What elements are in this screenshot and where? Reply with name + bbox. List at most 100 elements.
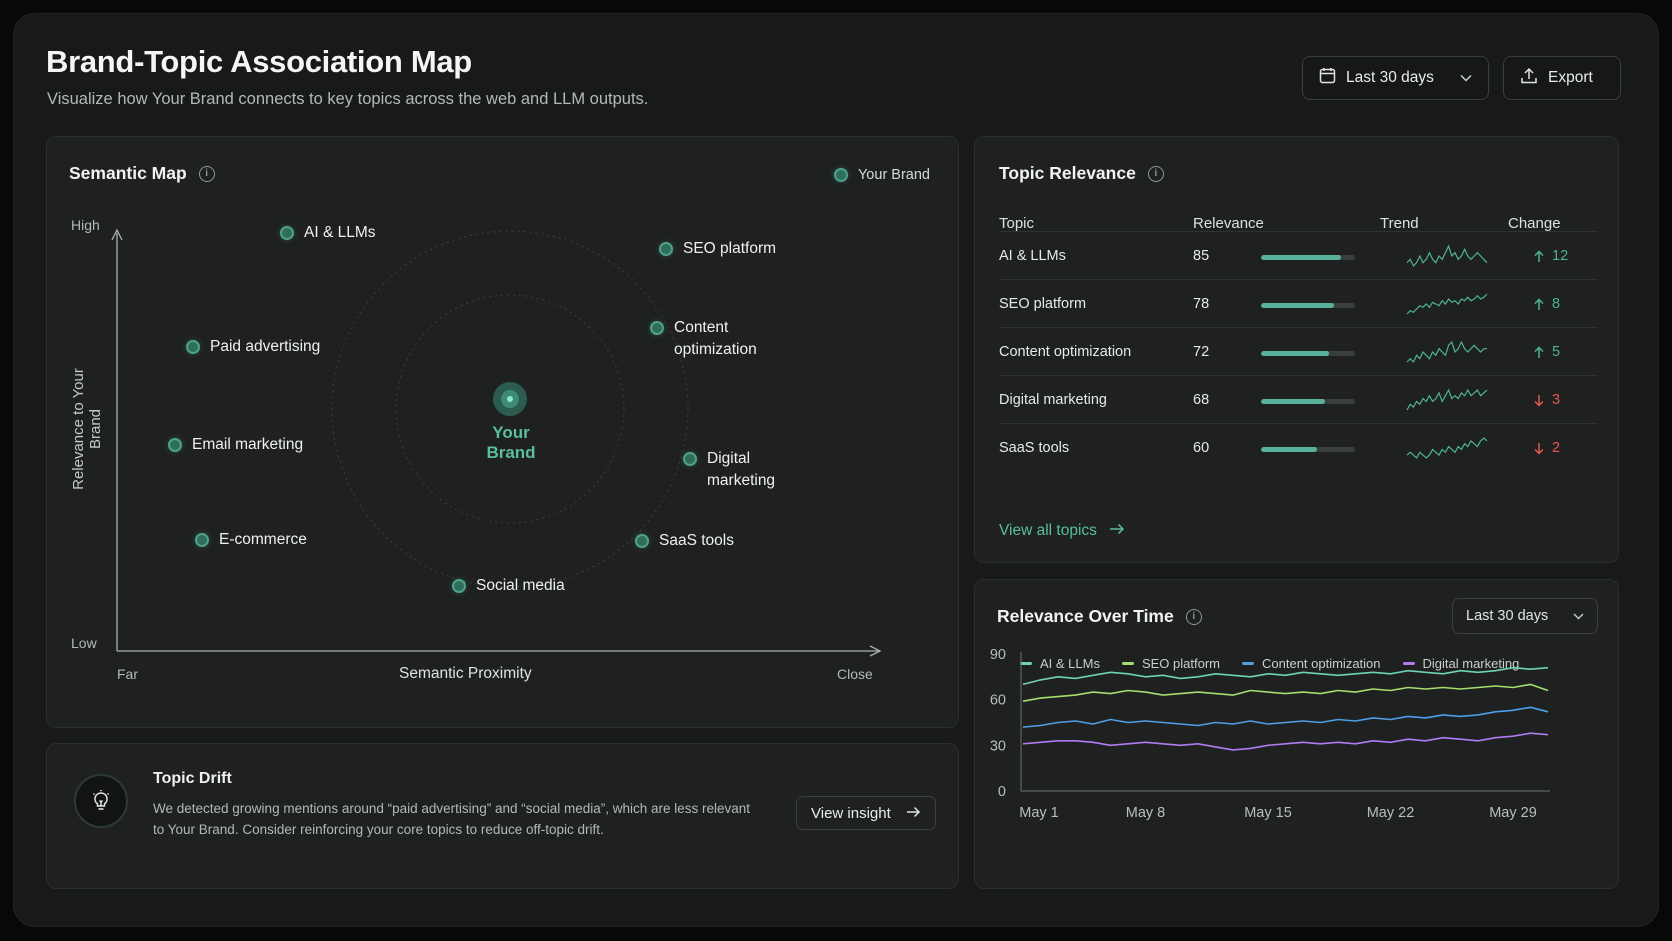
info-icon[interactable]: i: [1147, 165, 1164, 182]
change-number: 2: [1552, 440, 1561, 456]
column-header-topic: Topic: [999, 215, 1035, 232]
topic-drift-title: Topic Drift: [153, 770, 232, 787]
series-label: AI & LLMs: [1040, 656, 1100, 671]
series-legend-item: Digital marketing: [1402, 656, 1519, 671]
y-axis-low: Low: [71, 635, 97, 651]
topic-name: SEO platform: [999, 296, 1087, 312]
table-row[interactable]: Digital marketing 68 3: [999, 375, 1598, 426]
arrow-up-icon: [1534, 345, 1544, 359]
topic-relevance-title: Topic Relevance: [999, 163, 1136, 183]
relevance-bar-fill: [1261, 303, 1335, 308]
export-label: Export: [1548, 69, 1593, 86]
topic-node-dot: [168, 438, 182, 452]
semantic-map-canvas: [111, 228, 882, 657]
topic-node-dot: [683, 452, 697, 466]
topic-node-label: Paid advertising: [210, 338, 321, 355]
series-swatch: [1020, 662, 1032, 665]
export-button[interactable]: Export: [1503, 56, 1621, 100]
arrow-up-icon: [1534, 297, 1544, 311]
relevance-over-time-title: Relevance Over Time: [997, 606, 1174, 626]
topic-node-email-marketing[interactable]: Email marketing: [168, 434, 303, 456]
series-legend-item: Content optimization: [1242, 656, 1381, 671]
topic-node-e-commerce[interactable]: E-commerce: [195, 529, 307, 551]
topic-drift-card: Topic Drift We detected growing mentions…: [46, 743, 959, 889]
change-value: 8: [1534, 296, 1560, 312]
series-swatch: [1121, 662, 1134, 665]
x-axis-far: Far: [117, 666, 138, 682]
series-legend-item: SEO platform: [1121, 656, 1220, 671]
change-value: 5: [1534, 344, 1560, 360]
x-tick-label: May 8: [1126, 805, 1166, 821]
trend-sparkline: [1406, 293, 1488, 315]
topic-node-label: SEO platform: [683, 240, 777, 257]
arrow-down-icon: [1534, 394, 1544, 407]
topic-node-social-media[interactable]: Social media: [452, 575, 565, 597]
topic-name: Content optimization: [999, 344, 1132, 360]
lightbulb-icon: [74, 774, 128, 828]
sparkline-path: [1406, 437, 1488, 459]
view-insight-button[interactable]: View insight: [796, 796, 936, 830]
sparkline-path: [1406, 293, 1488, 315]
relevance-bar: [1261, 255, 1355, 260]
trend-sparkline: [1406, 388, 1488, 411]
topic-node-paid-advertising[interactable]: Paid advertising: [186, 336, 320, 358]
series-line: [1022, 683, 1549, 702]
table-row[interactable]: AI & LLMs 85 12: [999, 231, 1598, 282]
semantic-map-legend: Your Brand: [833, 167, 930, 183]
semantic-map-card: Semantic Map i Your Brand Your Brand Hig…: [46, 136, 959, 728]
series-swatch: [1242, 662, 1254, 665]
table-row[interactable]: SaaS tools 60 2: [999, 423, 1598, 474]
relevance-score: 72: [1193, 344, 1210, 360]
chevron-down-icon: [1573, 608, 1584, 624]
x-axis-title: Semantic Proximity: [399, 665, 532, 682]
arrow-right-icon: [1109, 522, 1125, 540]
x-axis-close: Close: [837, 666, 873, 682]
relevance-over-time-header: Relevance Over Time i: [997, 606, 1202, 627]
table-row[interactable]: SEO platform 78 8: [999, 279, 1598, 330]
semantic-map-title: Semantic Map: [69, 163, 187, 183]
relevance-bar: [1261, 303, 1355, 308]
topic-node-ai-llms[interactable]: AI & LLMs: [280, 222, 376, 244]
semantic-map-header: Semantic Map i: [69, 163, 215, 184]
date-range-button[interactable]: Last 30 days: [1302, 56, 1489, 100]
topic-node-label-line2: marketing: [707, 472, 776, 489]
topic-node-label: Social media: [476, 577, 565, 594]
info-icon[interactable]: i: [1185, 608, 1202, 625]
series-legend-item: AI & LLMs: [1020, 656, 1100, 671]
topic-node-label: Digital: [707, 450, 751, 467]
topic-node-dot: [452, 579, 466, 593]
change-number: 12: [1552, 248, 1569, 264]
upload-icon: [1520, 67, 1538, 90]
sparkline-path: [1406, 340, 1487, 364]
topic-node-digital-marketing[interactable]: Digital marketing: [683, 448, 775, 492]
topic-node-dot: [635, 534, 649, 548]
info-icon[interactable]: i: [198, 165, 215, 182]
chart-axes: [1020, 652, 1550, 792]
trend-sparkline: [1406, 340, 1487, 364]
table-row[interactable]: Content optimization 72 5: [999, 327, 1598, 378]
topic-name: SaaS tools: [999, 440, 1070, 456]
column-header-trend: Trend: [1380, 215, 1419, 232]
x-tick-label: May 22: [1367, 805, 1415, 821]
change-value: 12: [1534, 248, 1568, 264]
sparkline-path: [1406, 244, 1488, 268]
date-range-label: Last 30 days: [1346, 69, 1434, 86]
relevance-score: 85: [1193, 248, 1210, 264]
y-tick-label: 0: [998, 784, 1006, 800]
view-all-topics-link[interactable]: View all topics: [999, 522, 1125, 540]
chevron-down-icon: [1460, 69, 1472, 87]
relevance-bar-fill: [1261, 255, 1341, 260]
column-header-change: Change: [1508, 215, 1561, 232]
topic-node-content-optimization[interactable]: Content optimization: [650, 317, 757, 361]
y-tick-label: 60: [990, 693, 1006, 709]
relevance-bar: [1261, 447, 1355, 452]
x-tick-label: May 15: [1244, 805, 1292, 821]
arrow-down-icon: [1534, 442, 1544, 455]
topic-node-saas-tools[interactable]: SaaS tools: [635, 530, 734, 552]
topic-node-seo-platform[interactable]: SEO platform: [659, 238, 776, 260]
x-axis-arrow: [869, 645, 882, 657]
change-value: 2: [1534, 440, 1560, 456]
time-range-select[interactable]: Last 30 days: [1452, 598, 1598, 634]
view-insight-label: View insight: [811, 804, 891, 822]
brand-node-core: [507, 396, 513, 402]
